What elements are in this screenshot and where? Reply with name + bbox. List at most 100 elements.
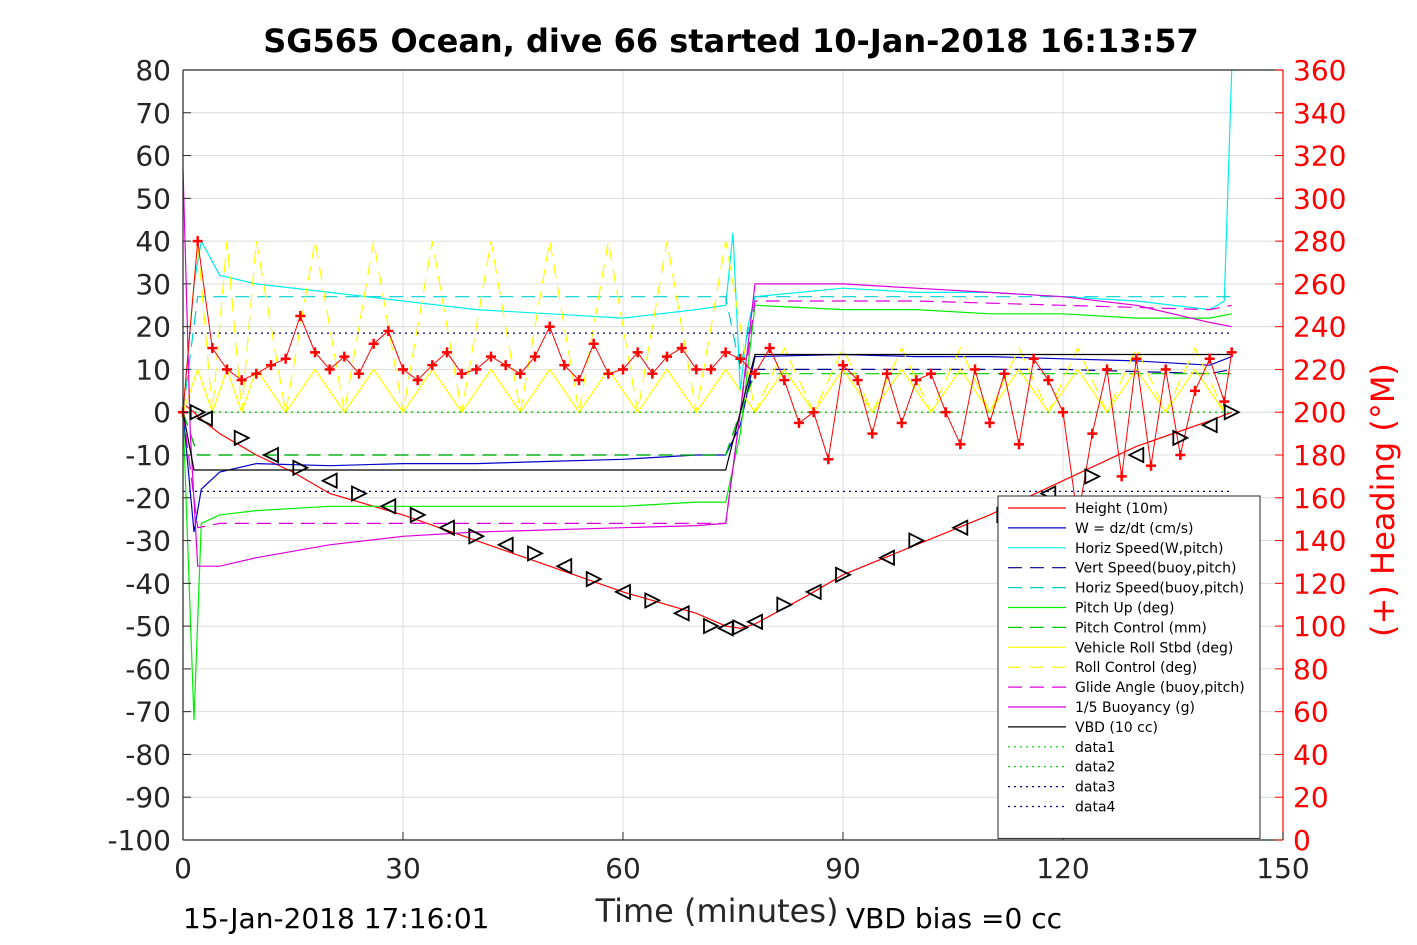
series-line (182, 69, 1233, 413)
position-marker (703, 617, 721, 635)
tick-label-right: 260 (1293, 268, 1346, 301)
position-marker (776, 596, 794, 614)
series-line (182, 240, 1225, 415)
heading-point (398, 364, 408, 375)
heading-point (1190, 385, 1200, 396)
heading-point (471, 364, 482, 375)
series-line (182, 367, 1225, 415)
position-marker (672, 604, 690, 622)
tick-label-left: -60 (125, 653, 171, 686)
tick-label-right: 100 (1293, 610, 1346, 643)
tick-label-x: 60 (605, 852, 641, 885)
position-marker (877, 549, 895, 567)
heading-point (1175, 450, 1186, 460)
tick-label-left: 10 (135, 353, 171, 386)
heading-point (852, 375, 863, 386)
heading-point (310, 347, 320, 358)
tick-label-left: -40 (125, 567, 171, 600)
heading-point (838, 360, 848, 371)
legend-entry: W = dz/dt (cm/s) (1075, 521, 1194, 537)
x-axis-ticks: 0 30 60 90 120 150 (174, 832, 1310, 885)
heading-point (823, 454, 834, 465)
heading-point (192, 236, 203, 247)
position-marker (409, 506, 427, 524)
x-axis-label: Time (minutes) (595, 892, 839, 930)
heading-point (427, 360, 438, 371)
position-marker (1200, 416, 1218, 434)
tick-label-left: 70 (135, 97, 171, 130)
heading-point (1043, 375, 1054, 386)
heading-point (896, 417, 907, 428)
heading-point (676, 343, 687, 354)
heading-point (1204, 353, 1215, 364)
heading-point (750, 368, 760, 379)
heading-point (544, 321, 555, 332)
heading-point (735, 353, 746, 364)
heading-point (295, 310, 306, 321)
tick-label-left: 20 (135, 311, 171, 344)
heading-point (1014, 439, 1024, 450)
legend-entry: 1/5 Buoyancy (g) (1075, 700, 1195, 716)
left-axis-ticks: -100-90-80-70-60-50-40-30-20-10010203040… (107, 54, 191, 857)
tick-label-right: 80 (1293, 653, 1329, 686)
heading-point (647, 368, 658, 379)
legend-entry: Horiz Speed(W,pitch) (1075, 541, 1223, 557)
tick-label-right: 180 (1293, 439, 1346, 472)
tick-label-right: 140 (1293, 525, 1346, 558)
heading-markers (178, 236, 1237, 525)
position-marker (835, 566, 853, 584)
tick-label-x: 30 (385, 852, 421, 885)
heading-point (222, 364, 232, 375)
legend-entry: Pitch Control (mm) (1075, 620, 1207, 636)
tick-label-right: 200 (1293, 396, 1346, 429)
heading-point (603, 368, 614, 379)
position-marker (379, 497, 397, 515)
position-marker (468, 527, 486, 545)
tick-label-right: 120 (1293, 567, 1346, 600)
heading-point (1226, 347, 1237, 358)
heading-point (1131, 353, 1142, 364)
heading-point (456, 368, 467, 379)
heading-point (280, 353, 291, 364)
heading-point (999, 368, 1010, 379)
heading-point (368, 338, 379, 349)
heading-point (266, 360, 276, 371)
heading-point (1146, 460, 1156, 471)
heading-point (412, 375, 423, 386)
tick-label-left: -80 (125, 738, 171, 771)
position-marker (527, 544, 545, 562)
heading-point (794, 417, 804, 428)
tick-label-right: 240 (1293, 311, 1346, 344)
heading-point (1102, 364, 1112, 375)
tick-label-right: 340 (1293, 97, 1346, 130)
series-line (182, 296, 1232, 413)
position-marker (437, 519, 455, 537)
position-marker (1223, 403, 1241, 421)
heading-point (911, 375, 922, 386)
heading-point (779, 375, 790, 386)
tick-label-x: 0 (174, 852, 192, 885)
right-axis-label: (+) Heading (°M) (1364, 363, 1402, 637)
tick-label-right: 60 (1293, 696, 1329, 729)
tick-label-x: 150 (1256, 852, 1309, 885)
tick-label-right: 360 (1293, 54, 1346, 87)
position-marker (233, 429, 251, 447)
heading-point (1160, 364, 1171, 375)
tick-label-right: 320 (1293, 140, 1346, 173)
heading-point (618, 364, 628, 375)
tick-label-right: 280 (1293, 225, 1346, 258)
heading-point (691, 364, 702, 375)
heading-point (662, 351, 672, 362)
tick-label-left: -10 (125, 439, 171, 472)
tick-label-right: 160 (1293, 482, 1346, 515)
legend-entry: data4 (1075, 800, 1116, 816)
heading-point (236, 375, 247, 386)
position-marker (613, 583, 631, 601)
heading-point (720, 347, 731, 358)
heading-point (882, 368, 892, 379)
legend-entry: Vert Speed(buoy,pitch) (1075, 561, 1237, 577)
position-marker (1172, 429, 1190, 447)
heading-point (984, 417, 995, 428)
position-marker (804, 583, 822, 601)
